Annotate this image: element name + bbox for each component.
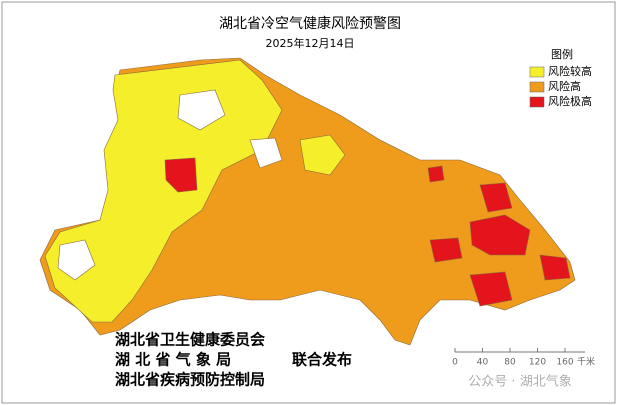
- risk-very-high-area: [164, 157, 198, 193]
- watermark: 公众号 · 湖北气象: [468, 374, 571, 390]
- no-warning-area: [249, 137, 283, 169]
- scale-unit: 千米: [577, 356, 595, 368]
- scale-label: 40: [477, 358, 489, 368]
- scale-label: 120: [529, 358, 546, 368]
- risk-very-high-area: [427, 165, 445, 183]
- scale-label: 160: [556, 358, 573, 368]
- legend-label: 风险高: [548, 79, 581, 93]
- risk-very-high-area: [539, 254, 571, 281]
- legend-label: 风险极高: [548, 94, 592, 108]
- issuer: 湖北省卫生健康委员会: [115, 331, 265, 349]
- risk-very-high-area: [479, 182, 513, 213]
- risk-elevated-area: [44, 59, 283, 323]
- issuer: 湖 北 省 气 象 局: [115, 351, 231, 369]
- scale-label: 80: [504, 358, 516, 368]
- no-warning-area: [177, 89, 226, 131]
- legend-title: 图例: [551, 47, 573, 61]
- risk-very-high-area: [469, 214, 531, 256]
- map: [39, 57, 576, 346]
- map-title: 湖北省冷空气健康风险预警图: [219, 15, 401, 32]
- no-warning-area: [57, 239, 96, 281]
- map-date: 2025年12月14日: [266, 36, 355, 50]
- legend-swatch: [529, 81, 545, 93]
- risk-elevated-area: [299, 134, 346, 176]
- legend-swatch: [529, 66, 545, 78]
- issuers: 湖北省卫生健康委员会 湖 北 省 气 象 局 湖北省疾病预防控制局 联合发布: [115, 331, 352, 389]
- scale-label: 0: [452, 358, 458, 368]
- risk-very-high-area: [469, 271, 513, 307]
- legend-label: 风险较高: [548, 64, 592, 78]
- legend-swatch: [529, 96, 545, 108]
- risk-very-high-area: [429, 237, 463, 263]
- joint-release: 联合发布: [292, 351, 352, 369]
- scale-bar: 0 40 80 120 160 千米: [452, 348, 595, 368]
- issuer: 湖北省疾病预防控制局: [115, 371, 265, 389]
